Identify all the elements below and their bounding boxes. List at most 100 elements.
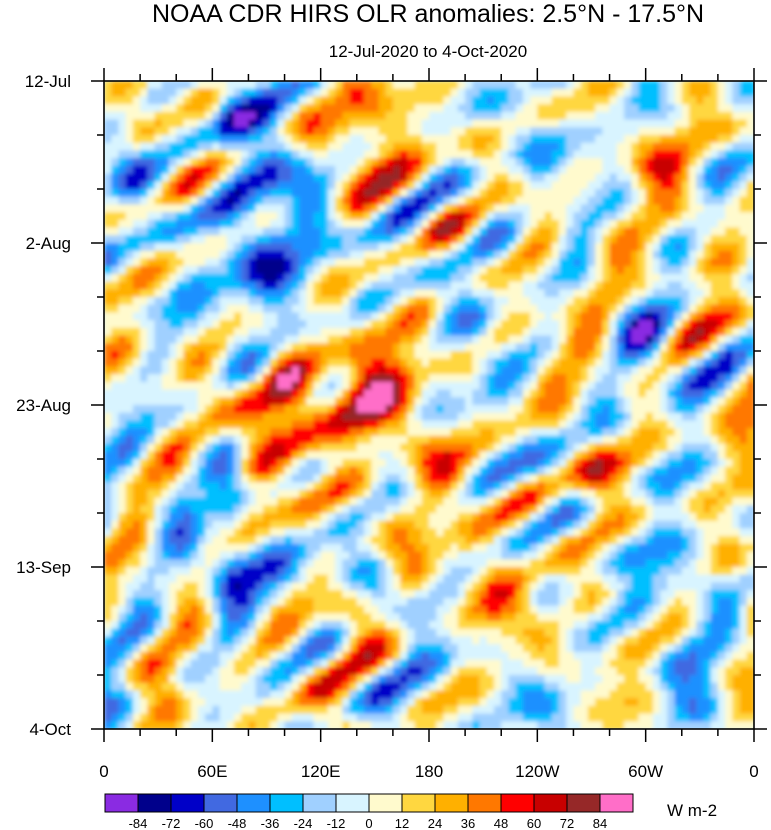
heatmap-cell [522,489,532,499]
heatmap-cell [421,297,430,306]
heatmap-cell [616,389,625,399]
heatmap-cell [234,119,243,129]
heatmap-cell [335,482,344,491]
heatmap-cell [522,104,532,113]
heatmap-cell [652,104,662,113]
heatmap-cell [392,88,402,98]
heatmap-cell [414,111,423,121]
heatmap-cell [205,150,214,160]
heatmap-cell [320,482,329,491]
heatmap-cell [234,389,243,399]
heatmap-cell [342,497,351,507]
heatmap-cell [537,258,546,268]
heatmap-cell [392,266,402,275]
heatmap-cell [176,304,185,314]
heatmap-cell [140,96,149,106]
heatmap-cell [508,343,517,352]
heatmap-cell [631,289,640,298]
heatmap-cell [602,104,611,113]
heatmap-cell [732,96,741,106]
heatmap-cell [197,405,207,414]
heatmap-cell [385,304,394,314]
heatmap-cell [291,104,300,113]
heatmap-cell [132,204,142,214]
heatmap-cell [674,258,683,268]
heatmap-cell [169,96,178,106]
heatmap-cell [472,273,481,283]
heatmap-cell [277,459,286,468]
heatmap-cell [299,474,308,484]
heatmap-cell [544,150,553,160]
heatmap-cell [602,466,611,476]
heatmap-cell [385,81,394,90]
heatmap-cell [703,374,712,383]
heatmap-cell [609,181,618,190]
heatmap-cell [140,389,149,399]
heatmap-cell [421,165,430,175]
heatmap-cell [696,158,705,167]
heatmap-cell [631,235,640,244]
heatmap-cell [385,428,394,437]
heatmap-cell [364,435,373,445]
heatmap-cell [696,165,705,175]
heatmap-cell [515,304,524,314]
heatmap-cell [703,343,712,352]
heatmap-cell [429,88,438,98]
heatmap-cell [537,459,546,468]
heatmap-cell [378,358,387,368]
heatmap-cell [111,127,120,136]
heatmap-cell [479,412,488,422]
heatmap-cell [436,358,445,368]
heatmap-cell [573,196,582,206]
heatmap-cell [140,150,149,160]
heatmap-cell [234,451,243,460]
heatmap-cell [234,459,243,468]
heatmap-cell [190,142,199,152]
heatmap-cell [486,96,495,106]
heatmap-cell [284,96,293,106]
heatmap-cell [125,459,134,468]
heatmap-cell [609,119,618,129]
heatmap-cell [299,273,308,283]
heatmap-cell [602,158,611,167]
heatmap-cell [212,165,221,175]
heatmap-cell [616,428,625,437]
heatmap-cell [364,273,373,283]
heatmap-cell [385,104,394,113]
heatmap-cell [262,119,272,129]
heatmap-cell [255,374,264,383]
heatmap-cell [486,304,495,314]
heatmap-cell [356,420,365,430]
heatmap-cell [537,266,546,275]
heatmap-cell [465,135,474,144]
heatmap-cell [349,111,358,121]
heatmap-cell [277,258,286,268]
heatmap-cell [494,435,503,445]
heatmap-cell [587,289,597,298]
heatmap-cell [515,443,524,453]
heatmap-cell [486,227,495,237]
heatmap-cell [183,104,192,113]
heatmap-cell [501,297,510,306]
heatmap-cell [407,196,416,206]
heatmap-cell [176,320,185,329]
heatmap-cell [104,258,113,268]
heatmap-cell [262,482,272,491]
heatmap-cell [385,135,394,144]
heatmap-cell [674,343,683,352]
heatmap-cell [111,165,120,175]
heatmap-cell [436,189,445,198]
heatmap-cell [385,343,394,352]
heatmap-cell [335,489,344,499]
heatmap-cell [284,482,293,491]
heatmap-cell [667,273,676,283]
heatmap-cell [327,227,337,237]
heatmap-cell [587,181,597,190]
heatmap-cell [262,505,272,514]
heatmap-cell [421,258,430,268]
heatmap-cell [645,320,654,329]
heatmap-cell [703,212,712,221]
heatmap-cell [746,181,754,190]
heatmap-cell [212,111,221,121]
heatmap-cell [595,88,604,98]
